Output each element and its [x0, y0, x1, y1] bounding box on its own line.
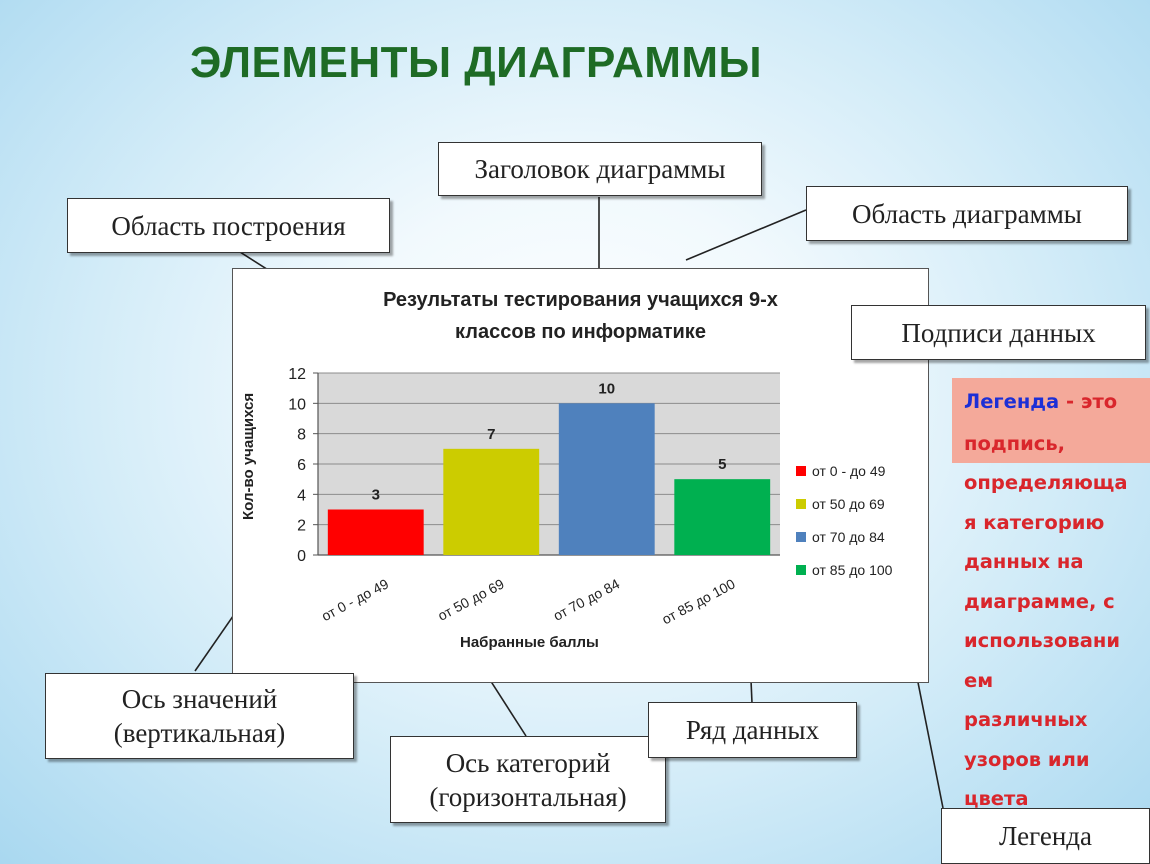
- callout-value-axis-line-2: (вертикальная): [113, 718, 286, 748]
- callout-plot-area: Область построения: [67, 198, 390, 253]
- legend-label: от 85 до 100: [812, 562, 893, 578]
- legend-note-heading: Легенда - это: [952, 378, 1150, 426]
- y-tick-label: 0: [297, 548, 306, 565]
- chart-title-line-1: Результаты тестирования учащихся 9-х: [383, 289, 778, 311]
- legend-note-term: Легенда: [964, 390, 1060, 413]
- legend-label: от 70 до 84: [812, 529, 885, 545]
- legend-label: от 50 до 69: [812, 496, 885, 512]
- callout-category-axis-line-2: (горизонтальная): [429, 781, 627, 812]
- legend-note-line: диаграмме, с: [964, 589, 1115, 613]
- callout-chart-title: Заголовок диаграммы: [438, 142, 762, 196]
- y-tick-label: 6: [297, 457, 306, 474]
- legend-swatch: [796, 466, 806, 476]
- legend-item: от 70 до 84: [796, 524, 892, 550]
- callout-data-labels-text: Подписи данных: [901, 317, 1096, 348]
- x-axis-label: Набранные баллы: [460, 634, 599, 651]
- data-label: 5: [718, 456, 726, 473]
- y-tick-label: 2: [297, 518, 306, 535]
- chart-legend: от 0 - до 49 от 50 до 69 от 70 до 84 от …: [796, 458, 892, 590]
- bar: [327, 509, 424, 555]
- page-title: ЭЛЕМЕНТЫ ДИАГРАММЫ: [190, 38, 763, 87]
- callout-data-series-text: Ряд данных: [685, 715, 820, 745]
- callout-chart-title-text: Заголовок диаграммы: [474, 154, 726, 184]
- legend-note-line: узоров или: [964, 747, 1090, 771]
- legend-swatch: [796, 499, 806, 509]
- data-label: 3: [372, 487, 380, 504]
- connector-chart-area: [685, 209, 807, 261]
- bar: [674, 479, 771, 555]
- legend-swatch: [796, 565, 806, 575]
- callout-legend: Легенда: [941, 808, 1150, 864]
- callout-data-labels: Подписи данных: [851, 305, 1146, 360]
- callout-value-axis-line-1: Ось значений: [121, 684, 278, 714]
- x-tick-label: от 0 - до 49: [319, 575, 392, 624]
- legend-note-line: я категорию: [964, 510, 1105, 534]
- legend-note-line: данных на: [964, 550, 1084, 573]
- y-tick-label: 8: [297, 427, 306, 444]
- callout-chart-area-text: Область диаграммы: [852, 198, 1082, 229]
- legend-label: от 0 - до 49: [812, 463, 886, 479]
- bar: [443, 448, 540, 555]
- data-label: 7: [487, 426, 495, 443]
- x-tick-label: от 70 до 84: [550, 575, 622, 623]
- callout-chart-area: Область диаграммы: [806, 186, 1128, 241]
- x-tick-label: от 85 до 100: [659, 575, 738, 627]
- chart-title-line-2: классов по информатике: [455, 321, 706, 343]
- data-label: 10: [598, 380, 615, 397]
- legend-note-line: определяюща: [964, 471, 1128, 494]
- callout-value-axis: Ось значений (вертикальная): [45, 673, 354, 759]
- legend-note-line: цвета: [964, 787, 1029, 810]
- y-tick-label: 4: [297, 487, 306, 504]
- legend-definition-note: Легенда - это подпись, определяюща я кат…: [952, 378, 1150, 819]
- legend-note-first-word: это: [1080, 390, 1118, 413]
- legend-note-line: подпись,: [952, 423, 1150, 463]
- legend-note-line: ем: [964, 668, 994, 692]
- legend-swatch: [796, 532, 806, 542]
- legend-item: от 50 до 69: [796, 491, 892, 517]
- chart-title: Результаты тестирования учащихся 9-х кла…: [232, 284, 929, 348]
- legend-item: от 0 - до 49: [796, 458, 892, 484]
- bar: [558, 403, 655, 555]
- legend-note-line: использовани: [964, 629, 1121, 652]
- legend-item: от 85 до 100: [796, 557, 892, 583]
- callout-plot-area-text: Область построения: [111, 210, 346, 241]
- callout-category-axis-line-1: Ось категорий: [445, 747, 611, 778]
- callout-category-axis: Ось категорий (горизонтальная): [390, 736, 666, 823]
- y-tick-label: 10: [288, 396, 306, 413]
- callout-data-series: Ряд данных: [648, 702, 857, 758]
- legend-note-line: различных: [964, 708, 1088, 731]
- callout-legend-text: Легенда: [999, 821, 1092, 851]
- y-tick-label: 12: [288, 366, 306, 383]
- legend-note-dash: -: [1059, 390, 1081, 413]
- x-tick-label: от 50 до 69: [435, 575, 507, 623]
